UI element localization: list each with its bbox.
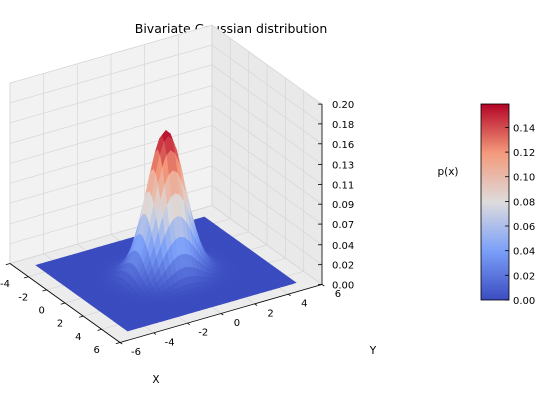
z-tick-label: 0.13 — [332, 161, 354, 172]
colorbar-tick-label: 0.00 — [513, 296, 535, 307]
x-tick-mark — [97, 328, 102, 331]
y-tick-label: -2 — [198, 328, 208, 339]
gridline — [9, 124, 213, 184]
gridline — [9, 144, 213, 204]
x-tick-label: 4 — [75, 332, 81, 343]
x-tick-label: 0 — [39, 306, 45, 317]
y-tick-mark — [153, 332, 157, 335]
colorbar-tick-label: 0.04 — [513, 247, 535, 258]
gridline — [9, 24, 213, 84]
y-axis-label: Y — [369, 345, 377, 357]
gaussian-surface — [35, 129, 297, 332]
y-tick-mark — [254, 303, 258, 306]
z-axis-label: p(x) — [437, 166, 458, 178]
gridline — [211, 165, 323, 246]
z-tick-label: 0.04 — [332, 241, 354, 252]
gridline — [9, 105, 213, 164]
z-tick-label: 0.02 — [332, 261, 354, 272]
z-tick-label: 0.20 — [332, 100, 354, 111]
y-tick-label: 2 — [267, 308, 273, 319]
gridline — [211, 24, 323, 105]
colorbar-tick-label: 0.06 — [513, 222, 535, 233]
colorbar-tick-label: 0.12 — [513, 148, 535, 159]
colorbar-gradient — [480, 103, 510, 301]
x-tick-mark — [5, 263, 11, 266]
y-tick-label: -4 — [165, 337, 175, 348]
x-tick-label: -4 — [0, 279, 10, 290]
z-tick-label: 0.07 — [332, 220, 354, 231]
y-tick-mark — [119, 342, 123, 345]
colorbar-tick-label: 0.10 — [513, 173, 535, 184]
colorbar-tick-label: 0.08 — [513, 197, 535, 208]
x-axis-label: X — [152, 374, 159, 386]
z-tick-label: 0.09 — [332, 200, 354, 211]
gridline — [211, 125, 323, 205]
y-tick-mark — [187, 322, 190, 326]
gridline — [211, 185, 323, 265]
x-tick-label: -2 — [18, 292, 28, 303]
y-axis-ticks: -6 -4 -2 0 2 4 6 — [119, 284, 341, 358]
chart-title: Bivariate Gaussian distribution — [135, 21, 328, 36]
gridline — [211, 144, 323, 225]
gridline — [9, 64, 213, 124]
x-tick-label: 2 — [57, 319, 63, 330]
x-tick-mark — [60, 302, 66, 305]
gridline — [9, 44, 213, 104]
z-axis-ticks: 0.00 0.02 0.04 0.07 0.09 0.11 0.13 0.16 0.18 0.20 — [318, 100, 354, 292]
colorbar-tick-label: 0.02 — [513, 271, 535, 282]
z-tick-label: 0.11 — [332, 180, 354, 191]
gridline — [211, 205, 323, 285]
surface-patch — [124, 327, 133, 332]
x-tick-mark — [79, 315, 84, 318]
x-tick-label: 6 — [94, 345, 100, 356]
y-tick-label: -6 — [131, 347, 141, 358]
gridline — [211, 105, 323, 185]
z-tick-label: 0.16 — [332, 140, 354, 151]
gridline — [211, 64, 323, 145]
x-tick-mark — [23, 276, 29, 279]
y-tick-mark — [220, 313, 224, 316]
y-tick-label: 4 — [301, 299, 307, 310]
colorbar-ticks: 0.00 0.02 0.04 0.06 0.08 0.10 0.12 0.14 — [505, 123, 535, 307]
x-tick-mark — [115, 342, 121, 345]
y-tick-label: 6 — [335, 289, 341, 300]
y-tick-mark — [321, 284, 325, 287]
colorbar: 0.00 0.02 0.04 0.06 0.08 0.10 0.12 0.14 — [480, 103, 535, 307]
gridline — [211, 44, 323, 125]
z-tick-label: 0.00 — [332, 281, 354, 292]
colorbar-tick-label: 0.14 — [513, 123, 535, 134]
gridline — [9, 85, 213, 144]
x-tick-mark — [42, 289, 47, 292]
y-tick-mark — [288, 293, 291, 297]
gridline — [211, 85, 323, 165]
y-tick-label: 0 — [234, 318, 240, 329]
z-tick-label: 0.18 — [332, 120, 354, 131]
